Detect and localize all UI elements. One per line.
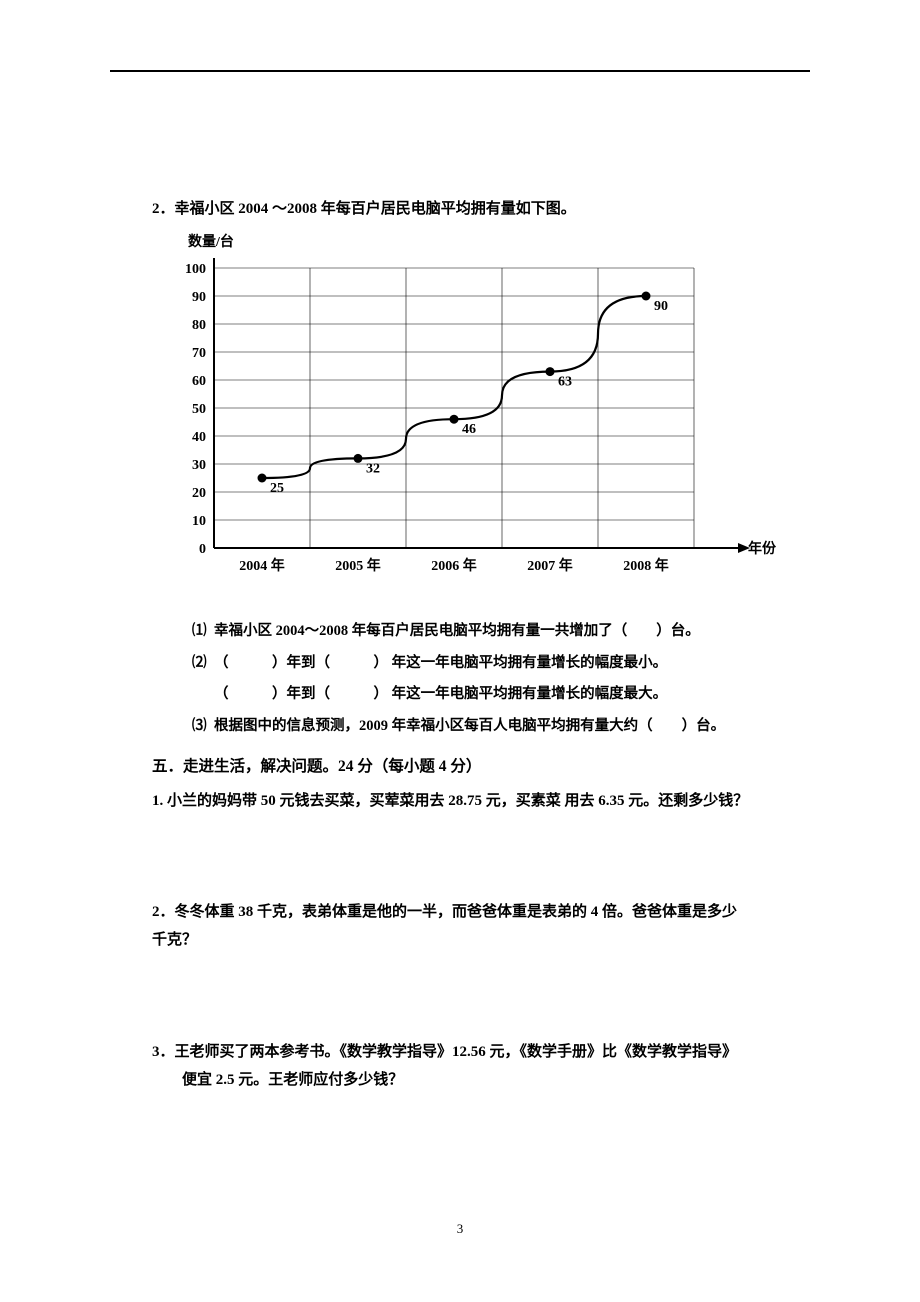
problem-3-line2: 便宜 2.5 元。王老师应付多少钱？ — [182, 1072, 403, 1088]
sub-question-2-line1: ⑵（ ）年到（ ） 年这一年电脑平均拥有量增长的幅度最小。 — [192, 650, 810, 678]
svg-text:80: 80 — [192, 318, 206, 333]
subq1-text: 幸福小区 2004～2008 年每百户居民电脑平均拥有量一共增加了（ ）台。 — [214, 623, 700, 639]
svg-text:2008 年: 2008 年 — [623, 557, 669, 574]
sub-question-1: ⑴幸福小区 2004～2008 年每百户居民电脑平均拥有量一共增加了（ ）台。 — [192, 618, 810, 646]
svg-text:2006 年: 2006 年 — [431, 557, 477, 574]
svg-text:90: 90 — [654, 299, 668, 314]
y-axis-label: 数量/台 — [188, 230, 810, 257]
workspace-2 — [152, 955, 810, 1033]
svg-text:20: 20 — [192, 486, 206, 501]
svg-text:0: 0 — [199, 542, 206, 557]
section-5-title: 五．走进生活，解决问题。24 分（每小题 4 分） — [152, 752, 810, 781]
problem-2-line1: 2．冬冬体重 38 千克，表弟体重是他的一半，而爸爸体重是表弟的 4 倍。爸爸体… — [152, 904, 737, 920]
question-2-title: 2．幸福小区 2004 ～2008 年每百户居民电脑平均拥有量如下图。 — [152, 195, 810, 224]
svg-text:10: 10 — [192, 514, 206, 529]
svg-text:32: 32 — [366, 461, 380, 476]
page-content: 2．幸福小区 2004 ～2008 年每百户居民电脑平均拥有量如下图。 数量/台… — [152, 195, 810, 1094]
subq-number-1: ⑴ — [192, 618, 214, 646]
line-chart: 0 10 20 30 40 50 60 70 80 90 100 2004 年 2005 年 2006 年… — [172, 258, 782, 598]
svg-text:63: 63 — [558, 375, 572, 390]
subq-number-2: ⑵ — [192, 650, 214, 678]
chart-container: 数量/台 0 10 20 30 40 50 60 70 80 90 100 2004 年 2005 年 2… — [172, 230, 810, 599]
problem-3-line1: 3．王老师买了两本参考书。《数学教学指导》12.56 元，《数学手册》比《数学教… — [152, 1044, 737, 1060]
svg-text:90: 90 — [192, 290, 206, 305]
svg-text:30: 30 — [192, 458, 206, 473]
sub-question-3: ⑶根据图中的信息预测，2009 年幸福小区每百人电脑平均拥有量大约（ ）台。 — [192, 713, 810, 741]
top-rule — [110, 70, 810, 72]
svg-text:70: 70 — [192, 346, 206, 361]
workspace-1 — [152, 815, 810, 893]
subq-number-3: ⑶ — [192, 713, 214, 741]
svg-text:25: 25 — [270, 481, 284, 496]
subq3-text: 根据图中的信息预测，2009 年幸福小区每百人电脑平均拥有量大约（ ）台。 — [214, 718, 725, 734]
svg-text:46: 46 — [462, 422, 476, 437]
svg-text:40: 40 — [192, 430, 206, 445]
problem-2: 2．冬冬体重 38 千克，表弟体重是他的一半，而爸爸体重是表弟的 4 倍。爸爸体… — [152, 899, 810, 955]
sub-question-2-line2: （ ）年到（ ） 年这一年电脑平均拥有量增长的幅度最大。 — [192, 681, 810, 709]
problem-2-line2: 千克？ — [152, 932, 197, 948]
svg-text:2004 年: 2004 年 — [239, 557, 285, 574]
subq2-text-a: （ ）年到（ ） 年这一年电脑平均拥有量增长的幅度最小。 — [214, 655, 667, 671]
page-number: 3 — [0, 1221, 920, 1237]
problem-1: 1. 小兰的妈妈带 50 元钱去买菜，买荤菜用去 28.75 元，买素菜 用去 … — [152, 788, 810, 816]
svg-text:60: 60 — [192, 374, 206, 389]
svg-text:2007 年: 2007 年 — [527, 557, 573, 574]
svg-text:2005 年: 2005 年 — [335, 557, 381, 574]
svg-text:年份: 年份 — [748, 540, 777, 557]
problem-3: 3．王老师买了两本参考书。《数学教学指导》12.56 元，《数学手册》比《数学教… — [152, 1039, 810, 1095]
svg-text:100: 100 — [185, 262, 206, 277]
svg-text:50: 50 — [192, 402, 206, 417]
subq2-text-b: （ ）年到（ ） 年这一年电脑平均拥有量增长的幅度最大。 — [214, 686, 667, 702]
